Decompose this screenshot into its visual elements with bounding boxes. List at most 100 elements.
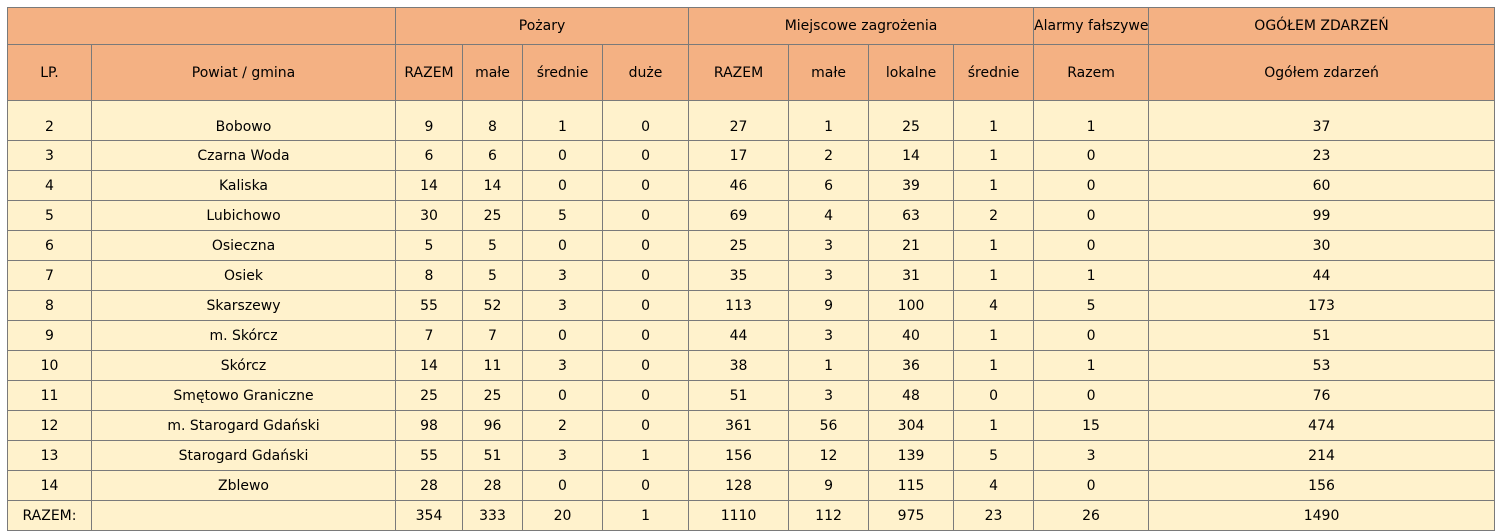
cell-mz-male: 2 bbox=[788, 140, 870, 171]
totals-mz-lokalne: 975 bbox=[868, 500, 955, 531]
cell-pozary-male: 6 bbox=[462, 140, 523, 171]
table-row: 12 m. Starogard Gdański 98 96 2 0 361 56… bbox=[7, 410, 1496, 441]
cell-ogolem: 30 bbox=[1148, 230, 1496, 261]
cell-lp: 14 bbox=[7, 470, 92, 501]
cell-pozary-male: 96 bbox=[462, 410, 523, 441]
totals-pozary-male: 333 bbox=[462, 500, 523, 531]
cell-pozary-male: 25 bbox=[462, 380, 523, 411]
cell-mz-srednie: 1 bbox=[953, 100, 1035, 141]
cell-name: Skarszewy bbox=[91, 290, 396, 321]
cell-mz-male: 4 bbox=[788, 200, 870, 231]
cell-pozary-male: 5 bbox=[462, 230, 523, 261]
cell-pozary-srednie: 3 bbox=[522, 350, 603, 381]
cell-ogolem: 214 bbox=[1148, 440, 1496, 471]
cell-mz-male: 3 bbox=[788, 320, 870, 351]
col-header-mz-male: małe bbox=[788, 44, 870, 101]
cell-mz-srednie: 2 bbox=[953, 200, 1035, 231]
cell-pozary-srednie: 0 bbox=[522, 380, 603, 411]
cell-pozary-razem: 55 bbox=[395, 440, 463, 471]
cell-mz-razem: 38 bbox=[688, 350, 790, 381]
cell-mz-srednie: 1 bbox=[953, 320, 1035, 351]
cell-name: Skórcz bbox=[91, 350, 396, 381]
cell-mz-lokalne: 21 bbox=[868, 230, 955, 261]
col-header-pozary-duze: duże bbox=[601, 44, 690, 101]
cell-ogolem: 51 bbox=[1148, 320, 1496, 351]
cell-pozary-duze: 0 bbox=[601, 260, 690, 291]
header-group-pozary: Pożary bbox=[394, 7, 690, 45]
table-row: 14 Zblewo 28 28 0 0 128 9 115 4 0 156 bbox=[7, 470, 1496, 501]
totals-ogolem: 1490 bbox=[1148, 500, 1496, 531]
cell-mz-razem: 361 bbox=[688, 410, 790, 441]
totals-name bbox=[91, 500, 396, 531]
table-header: Pożary Miejscowe zagrożenia Alarmy fałsz… bbox=[7, 7, 1496, 101]
totals-pozary-razem: 354 bbox=[395, 500, 463, 531]
table-row: 10 Skórcz 14 11 3 0 38 1 36 1 1 53 bbox=[7, 350, 1496, 381]
cell-lp: 8 bbox=[7, 290, 92, 321]
incidents-table: Pożary Miejscowe zagrożenia Alarmy fałsz… bbox=[7, 7, 1496, 531]
cell-mz-male: 3 bbox=[788, 260, 870, 291]
cell-mz-lokalne: 304 bbox=[868, 410, 955, 441]
cell-mz-male: 1 bbox=[788, 100, 870, 141]
cell-name: Osiek bbox=[91, 260, 396, 291]
cell-mz-male: 3 bbox=[788, 380, 870, 411]
header-group-miejscowe: Miejscowe zagrożenia bbox=[688, 7, 1035, 45]
cell-mz-lokalne: 139 bbox=[868, 440, 955, 471]
cell-ogolem: 156 bbox=[1148, 470, 1496, 501]
cell-pozary-razem: 7 bbox=[395, 320, 463, 351]
cell-mz-male: 3 bbox=[788, 230, 870, 261]
header-group-alarmy: Alarmy fałszywe bbox=[1033, 7, 1150, 45]
cell-mz-srednie: 1 bbox=[953, 140, 1035, 171]
cell-mz-lokalne: 115 bbox=[868, 470, 955, 501]
col-header-mz-lokalne: lokalne bbox=[868, 44, 955, 101]
cell-name: m. Starogard Gdański bbox=[91, 410, 396, 441]
header-empty-cell bbox=[7, 7, 396, 45]
col-header-mz-razem: RAZEM bbox=[688, 44, 790, 101]
cell-mz-lokalne: 36 bbox=[868, 350, 955, 381]
cell-alarmy-razem: 0 bbox=[1033, 320, 1150, 351]
cell-pozary-razem: 30 bbox=[395, 200, 463, 231]
totals-mz-razem: 1110 bbox=[688, 500, 790, 531]
col-header-pozary-male: małe bbox=[462, 44, 523, 101]
cell-name: Czarna Woda bbox=[91, 140, 396, 171]
cell-pozary-razem: 14 bbox=[395, 170, 463, 201]
cell-pozary-duze: 0 bbox=[601, 470, 690, 501]
cell-pozary-duze: 0 bbox=[601, 140, 690, 171]
cell-mz-razem: 27 bbox=[688, 100, 790, 141]
cell-mz-srednie: 1 bbox=[953, 230, 1035, 261]
cell-pozary-duze: 0 bbox=[601, 350, 690, 381]
table-row: 6 Osieczna 5 5 0 0 25 3 21 1 0 30 bbox=[7, 230, 1496, 261]
cell-mz-razem: 17 bbox=[688, 140, 790, 171]
col-header-alarmy-razem: Razem bbox=[1033, 44, 1150, 101]
cell-name: Zblewo bbox=[91, 470, 396, 501]
cell-mz-razem: 35 bbox=[688, 260, 790, 291]
totals-alarmy-razem: 26 bbox=[1033, 500, 1150, 531]
col-header-ogolem: Ogółem zdarzeń bbox=[1148, 44, 1496, 101]
cell-mz-lokalne: 100 bbox=[868, 290, 955, 321]
cell-ogolem: 44 bbox=[1148, 260, 1496, 291]
cell-ogolem: 474 bbox=[1148, 410, 1496, 441]
cell-mz-lokalne: 25 bbox=[868, 100, 955, 141]
cell-lp: 7 bbox=[7, 260, 92, 291]
cell-mz-srednie: 4 bbox=[953, 470, 1035, 501]
cell-name: Lubichowo bbox=[91, 200, 396, 231]
cell-alarmy-razem: 1 bbox=[1033, 350, 1150, 381]
cell-pozary-duze: 1 bbox=[601, 440, 690, 471]
table-row: 13 Starogard Gdański 55 51 3 1 156 12 13… bbox=[7, 440, 1496, 471]
cell-pozary-duze: 0 bbox=[601, 290, 690, 321]
table-row: 2 Bobowo 9 8 1 0 27 1 25 1 1 37 bbox=[7, 100, 1496, 141]
totals-pozary-duze: 1 bbox=[601, 500, 690, 531]
cell-pozary-razem: 9 bbox=[395, 100, 463, 141]
cell-lp: 12 bbox=[7, 410, 92, 441]
cell-mz-razem: 51 bbox=[688, 380, 790, 411]
cell-pozary-srednie: 0 bbox=[522, 170, 603, 201]
cell-pozary-srednie: 3 bbox=[522, 440, 603, 471]
cell-pozary-male: 28 bbox=[462, 470, 523, 501]
cell-mz-male: 12 bbox=[788, 440, 870, 471]
cell-pozary-duze: 0 bbox=[601, 320, 690, 351]
cell-mz-razem: 44 bbox=[688, 320, 790, 351]
cell-pozary-razem: 25 bbox=[395, 380, 463, 411]
cell-name: Smętowo Graniczne bbox=[91, 380, 396, 411]
totals-mz-male: 112 bbox=[788, 500, 870, 531]
cell-pozary-duze: 0 bbox=[601, 410, 690, 441]
cell-lp: 4 bbox=[7, 170, 92, 201]
